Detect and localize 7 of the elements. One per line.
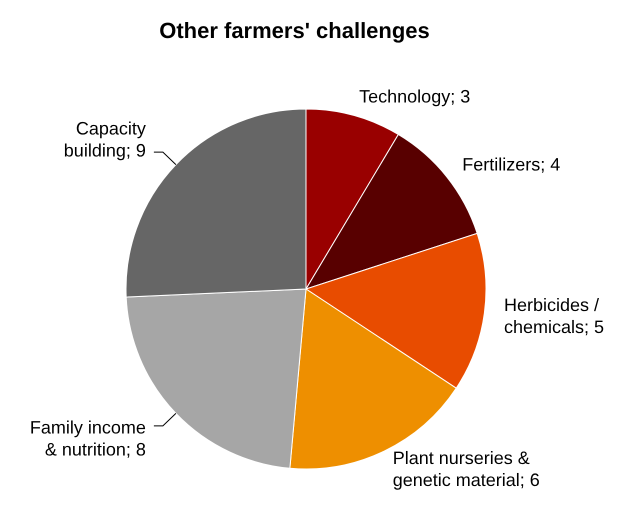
slice-label: Fertilizers; 4 xyxy=(462,154,560,174)
slice-label: Family income & nutrition; 8 xyxy=(30,417,146,460)
slice-label: Technology; 3 xyxy=(359,86,470,106)
slice-label: Herbicides / chemicals; 5 xyxy=(504,294,604,337)
chart-title: Other farmers' challenges xyxy=(159,18,430,43)
slice-label: Plant nurseries & genetic material; 6 xyxy=(392,448,540,490)
slice-label: Capacity building; 9 xyxy=(64,118,146,161)
